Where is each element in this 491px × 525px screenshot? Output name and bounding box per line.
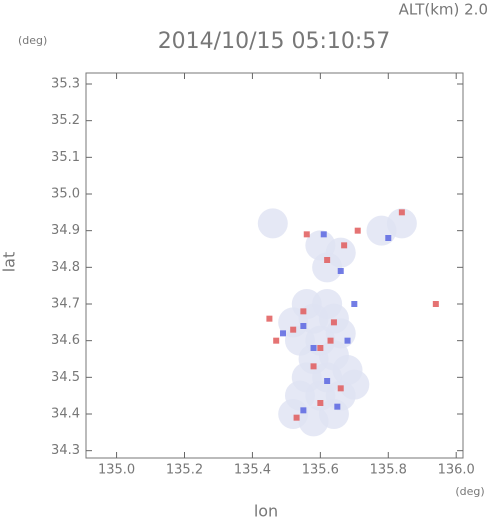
echo-cell — [324, 378, 331, 384]
x-tick-label: 135.6 — [302, 463, 339, 478]
echo-area — [366, 215, 397, 246]
echo-cell — [300, 323, 307, 329]
chart-title: 2014/10/15 05:10:57 — [158, 29, 391, 54]
echo-cell — [334, 403, 341, 410]
x-tick-label: 135.2 — [166, 463, 203, 478]
echo-cell — [398, 209, 405, 216]
x-tick-label: 135.0 — [98, 463, 135, 478]
echo-cell — [310, 345, 317, 351]
echo-cell — [327, 337, 334, 344]
echo-cell — [300, 407, 307, 414]
echo-area — [305, 230, 336, 261]
echo-cell — [266, 315, 273, 322]
echo-cell — [303, 231, 310, 238]
echo-cell — [317, 345, 324, 351]
y-unit: (deg) — [18, 34, 47, 47]
x-axis-label: lon — [254, 502, 278, 521]
altitude-label: ALT(km) 2.0 — [399, 1, 488, 19]
echo-cell — [310, 363, 317, 370]
y-tick-label: 34.6 — [51, 333, 80, 348]
echo-cell — [344, 337, 351, 344]
x-tick-label: 135.4 — [234, 463, 271, 478]
echo-cell — [330, 319, 337, 326]
echo-cell — [273, 337, 280, 344]
echo-area — [257, 208, 288, 239]
x-tick-label: 136.0 — [438, 463, 475, 478]
y-tick-label: 35.3 — [51, 77, 80, 92]
y-tick-label: 34.7 — [51, 297, 80, 312]
y-tick-label: 35.0 — [51, 187, 80, 202]
echo-cell — [432, 301, 439, 307]
echo-cell — [354, 227, 361, 234]
y-tick-label: 35.1 — [51, 150, 80, 165]
y-axis-label: lat — [0, 252, 19, 273]
y-tick-label: 34.5 — [51, 370, 80, 385]
echo-cell — [385, 235, 392, 241]
y-tick-label: 35.2 — [51, 113, 80, 128]
x-tick-label: 135.8 — [370, 463, 407, 478]
echo-area — [312, 289, 343, 319]
y-tick-label: 34.8 — [51, 260, 80, 275]
plot-frame — [85, 72, 464, 459]
echo-cell — [324, 257, 331, 263]
echo-cell — [290, 326, 297, 333]
echo-cell — [320, 231, 327, 238]
echo-cell — [293, 414, 300, 421]
echo-cell — [317, 400, 324, 406]
y-tick-label: 34.3 — [51, 443, 80, 458]
echo-cell — [337, 385, 344, 392]
echo-cell — [351, 301, 358, 307]
x-unit: (deg) — [455, 485, 484, 498]
echo-cell — [279, 330, 286, 337]
echo-cell — [341, 242, 348, 249]
echo-cell — [300, 308, 307, 315]
echo-cell — [337, 268, 344, 274]
y-tick-label: 34.9 — [51, 223, 80, 238]
y-tick-label: 34.4 — [51, 407, 80, 422]
